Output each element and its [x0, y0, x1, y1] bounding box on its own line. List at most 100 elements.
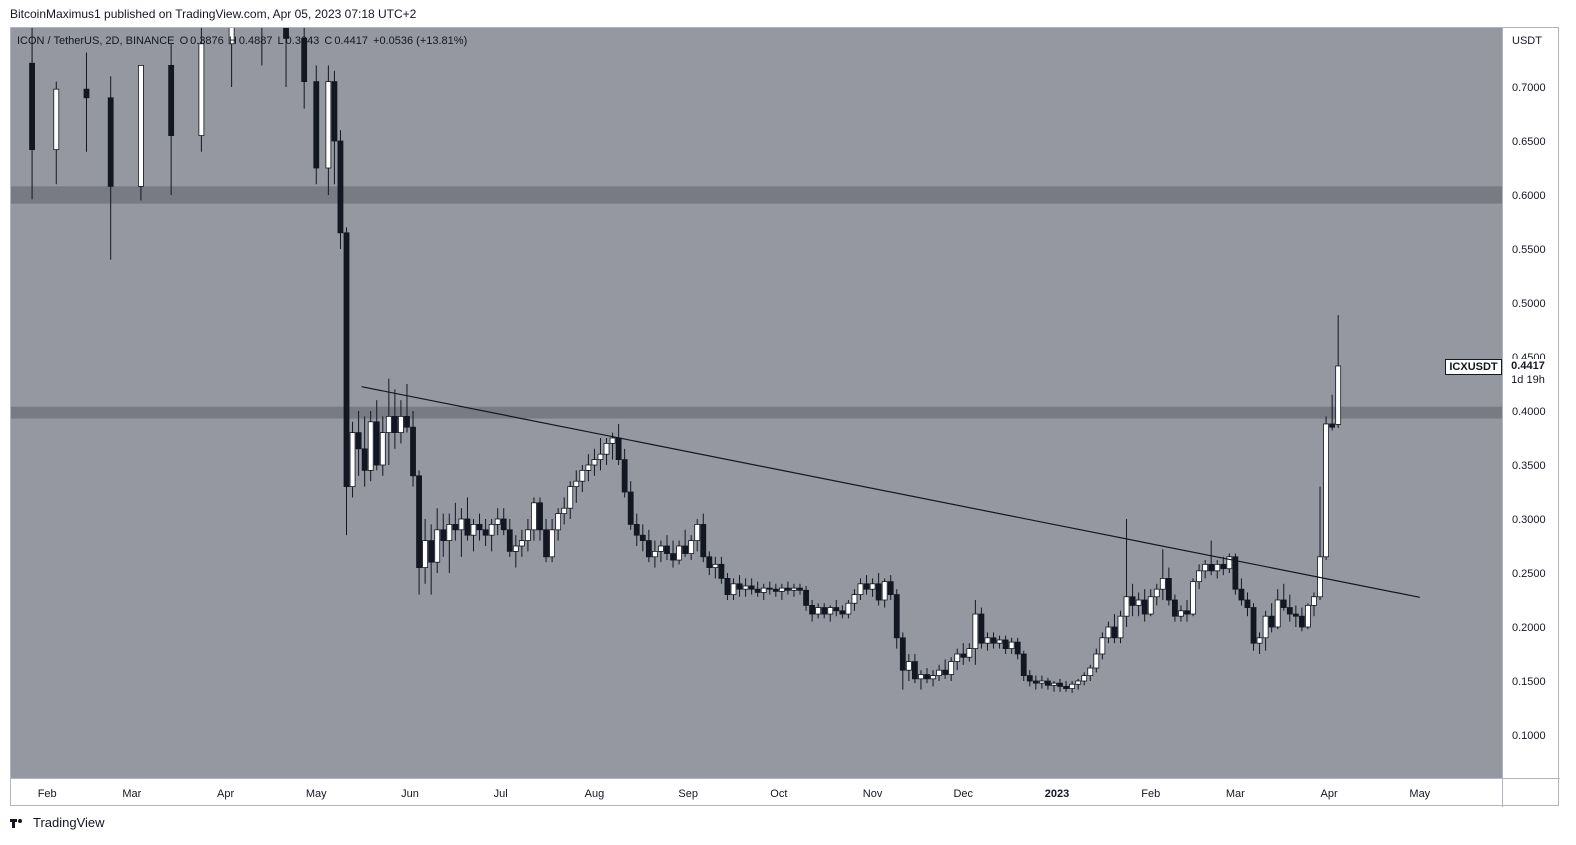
candle-body: [682, 545, 689, 554]
candle: [168, 43, 175, 195]
candle: [645, 529, 652, 563]
candle: [815, 603, 822, 619]
candle: [1069, 681, 1076, 693]
candle: [845, 600, 852, 619]
candle: [905, 654, 912, 681]
candle-body: [857, 583, 864, 595]
candle-body: [464, 518, 471, 536]
candle-body: [446, 523, 453, 541]
candle-body: [1020, 653, 1027, 677]
candle: [1020, 650, 1027, 681]
candle: [682, 529, 689, 557]
candle-body: [428, 540, 435, 563]
candle-body: [476, 523, 483, 531]
candle-body: [83, 88, 90, 99]
axis-corner: [1502, 778, 1560, 807]
candle: [404, 384, 410, 433]
candle-body: [778, 587, 785, 592]
candle: [712, 556, 719, 579]
candle-body: [936, 669, 942, 677]
candle-body: [1208, 563, 1215, 572]
candle: [857, 578, 864, 600]
descending-trendline[interactable]: [361, 386, 1420, 598]
candle: [730, 578, 737, 600]
candle-body: [301, 37, 308, 83]
candle-body: [1244, 599, 1251, 608]
candle: [506, 519, 513, 557]
candle: [53, 81, 60, 185]
x-tick-label: Apr: [1321, 788, 1338, 800]
candle-body: [470, 523, 477, 536]
candle: [1172, 594, 1178, 622]
legend-low-label: L: [277, 35, 284, 47]
y-tick-label: 0.3500: [1512, 460, 1546, 472]
candle-body: [349, 432, 356, 488]
candle-body: [367, 421, 374, 471]
candle: [936, 664, 942, 681]
tradingview-logo-icon: [10, 817, 28, 829]
candle: [754, 581, 761, 597]
candle: [1214, 560, 1221, 579]
candle-body: [1057, 682, 1063, 687]
x-tick-label: May: [1409, 788, 1430, 800]
candle-body: [1232, 556, 1239, 590]
candle-body: [391, 415, 398, 433]
candle: [1087, 664, 1094, 681]
time-axis[interactable]: Feb Mar Apr May Jun Jul Aug Sep Oct Nov Dec 2023 Feb…: [10, 778, 1502, 807]
candle: [1250, 603, 1257, 651]
candle-body: [899, 637, 906, 671]
candle: [1135, 592, 1142, 617]
candle-body: [1045, 680, 1051, 686]
x-tick-label: 2023: [1045, 788, 1069, 800]
candle: [458, 508, 465, 557]
candle: [1311, 592, 1317, 617]
candle: [688, 535, 695, 561]
candle-body: [452, 523, 459, 531]
candle-body: [633, 523, 640, 536]
candle: [1323, 416, 1329, 561]
candle-body: [434, 529, 441, 563]
candle: [301, 22, 308, 109]
y-tick-label: 0.5500: [1512, 244, 1546, 256]
legend-open: 0.3876: [190, 35, 224, 47]
candle: [863, 575, 870, 595]
x-tick-label: Apr: [217, 788, 234, 800]
candle: [736, 575, 743, 597]
candle-body: [361, 448, 368, 471]
candle-body: [1147, 596, 1154, 615]
candle: [1268, 603, 1275, 633]
candle: [972, 600, 979, 665]
candle-body: [984, 637, 991, 644]
candle: [518, 529, 525, 557]
candle: [924, 668, 930, 684]
candle: [1190, 578, 1196, 617]
candle: [1202, 560, 1209, 579]
price-axis[interactable]: USDT 0.1000 0.1500 0.2000 0.2500 0.3000 0.350…: [1502, 27, 1560, 778]
candle: [573, 470, 580, 503]
candle-body: [1214, 563, 1221, 572]
candle-body: [912, 661, 918, 680]
candle: [803, 585, 809, 611]
candle: [615, 423, 622, 465]
candle-body: [1099, 637, 1106, 655]
candle: [1280, 583, 1287, 611]
candle-body: [887, 581, 894, 596]
candle-body: [1165, 578, 1172, 601]
candle-body: [791, 587, 797, 591]
candle-body: [724, 578, 731, 596]
candle: [1165, 567, 1172, 606]
candle: [772, 583, 779, 597]
candle-body: [1305, 605, 1311, 628]
candle: [1105, 621, 1112, 644]
candle: [561, 497, 568, 525]
candle-body: [972, 613, 979, 649]
candle: [1317, 486, 1323, 600]
chart-plot-area[interactable]: [10, 0, 1502, 778]
candle-body: [718, 563, 725, 579]
candle: [1196, 564, 1202, 590]
candlestick-chart[interactable]: [10, 0, 1502, 778]
x-tick-label: Sep: [678, 788, 698, 800]
candle: [470, 519, 477, 552]
candle: [525, 519, 531, 552]
candle: [706, 551, 713, 576]
